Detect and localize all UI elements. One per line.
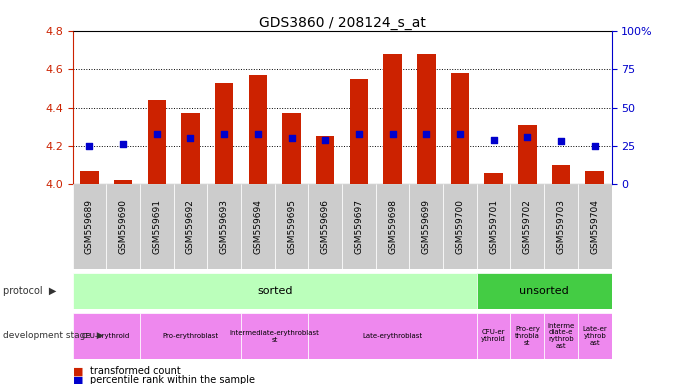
Bar — [451, 73, 469, 184]
Bar — [477, 273, 612, 309]
Text: Intermediate-erythroblast
st: Intermediate-erythroblast st — [229, 329, 320, 343]
Text: transformed count: transformed count — [90, 366, 180, 376]
Bar — [308, 313, 477, 359]
Bar — [511, 184, 545, 269]
Point — [589, 143, 600, 149]
Text: GSM559694: GSM559694 — [254, 199, 263, 254]
Bar — [308, 184, 342, 269]
Text: percentile rank within the sample: percentile rank within the sample — [90, 375, 255, 384]
Point — [218, 131, 229, 137]
Text: Late-erythroblast: Late-erythroblast — [363, 333, 423, 339]
Bar — [342, 184, 376, 269]
Bar — [551, 165, 570, 184]
Bar — [484, 173, 503, 184]
Text: GSM559697: GSM559697 — [354, 199, 363, 254]
Bar — [73, 313, 140, 359]
Point — [556, 138, 567, 144]
Text: GSM559700: GSM559700 — [455, 199, 464, 254]
Bar — [518, 125, 537, 184]
Text: GSM559703: GSM559703 — [556, 199, 565, 254]
Text: Interme
diate-e
rythrob
ast: Interme diate-e rythrob ast — [547, 323, 575, 349]
Bar — [147, 100, 166, 184]
Bar — [215, 83, 234, 184]
Point — [84, 143, 95, 149]
Bar — [477, 184, 511, 269]
Point — [117, 141, 129, 147]
Bar — [477, 313, 511, 359]
Bar — [350, 79, 368, 184]
Text: GSM559698: GSM559698 — [388, 199, 397, 254]
Point — [252, 131, 263, 137]
Text: CFU-erythroid: CFU-erythroid — [82, 333, 131, 339]
Text: GSM559699: GSM559699 — [422, 199, 430, 254]
Text: GSM559704: GSM559704 — [590, 199, 599, 254]
Bar — [282, 113, 301, 184]
Bar — [207, 184, 241, 269]
Bar — [274, 184, 308, 269]
Text: ■: ■ — [73, 366, 86, 376]
Bar — [73, 273, 477, 309]
Bar — [545, 184, 578, 269]
Text: GSM559701: GSM559701 — [489, 199, 498, 254]
Text: GSM559702: GSM559702 — [523, 199, 532, 254]
Bar — [106, 184, 140, 269]
Point — [522, 134, 533, 140]
Text: GSM559695: GSM559695 — [287, 199, 296, 254]
Point — [185, 135, 196, 141]
Text: CFU-er
ythroid: CFU-er ythroid — [481, 329, 506, 343]
Bar — [443, 184, 477, 269]
Text: Late-er
ythrob
ast: Late-er ythrob ast — [583, 326, 607, 346]
Bar — [578, 184, 612, 269]
Point — [455, 131, 466, 137]
Text: GSM559690: GSM559690 — [119, 199, 128, 254]
Bar — [80, 171, 99, 184]
Point — [488, 137, 499, 143]
Bar — [140, 313, 241, 359]
Bar — [114, 180, 133, 184]
Point — [387, 131, 398, 137]
Bar — [578, 313, 612, 359]
Point — [421, 131, 432, 137]
Text: ■: ■ — [73, 375, 86, 384]
Bar — [181, 113, 200, 184]
Bar — [409, 184, 443, 269]
Bar — [140, 184, 173, 269]
Text: GSM559696: GSM559696 — [321, 199, 330, 254]
Bar — [376, 184, 409, 269]
Bar — [384, 54, 402, 184]
Bar — [241, 313, 308, 359]
Point — [151, 131, 162, 137]
Text: protocol  ▶: protocol ▶ — [3, 286, 57, 296]
Point — [286, 135, 297, 141]
Text: sorted: sorted — [257, 286, 292, 296]
Text: GSM559692: GSM559692 — [186, 199, 195, 254]
Text: development stage  ▶: development stage ▶ — [3, 331, 104, 341]
Text: GSM559693: GSM559693 — [220, 199, 229, 254]
Bar — [511, 313, 545, 359]
Bar — [545, 313, 578, 359]
Bar — [73, 184, 106, 269]
Text: GSM559689: GSM559689 — [85, 199, 94, 254]
Bar — [249, 75, 267, 184]
Text: GSM559691: GSM559691 — [152, 199, 161, 254]
Title: GDS3860 / 208124_s_at: GDS3860 / 208124_s_at — [258, 16, 426, 30]
Bar — [241, 184, 274, 269]
Text: Pro-ery
throbla
st: Pro-ery throbla st — [515, 326, 540, 346]
Text: unsorted: unsorted — [520, 286, 569, 296]
Bar — [316, 136, 334, 184]
Point — [320, 137, 331, 143]
Bar — [585, 171, 604, 184]
Point — [353, 131, 364, 137]
Text: Pro-erythroblast: Pro-erythroblast — [162, 333, 218, 339]
Bar — [417, 54, 435, 184]
Bar — [173, 184, 207, 269]
